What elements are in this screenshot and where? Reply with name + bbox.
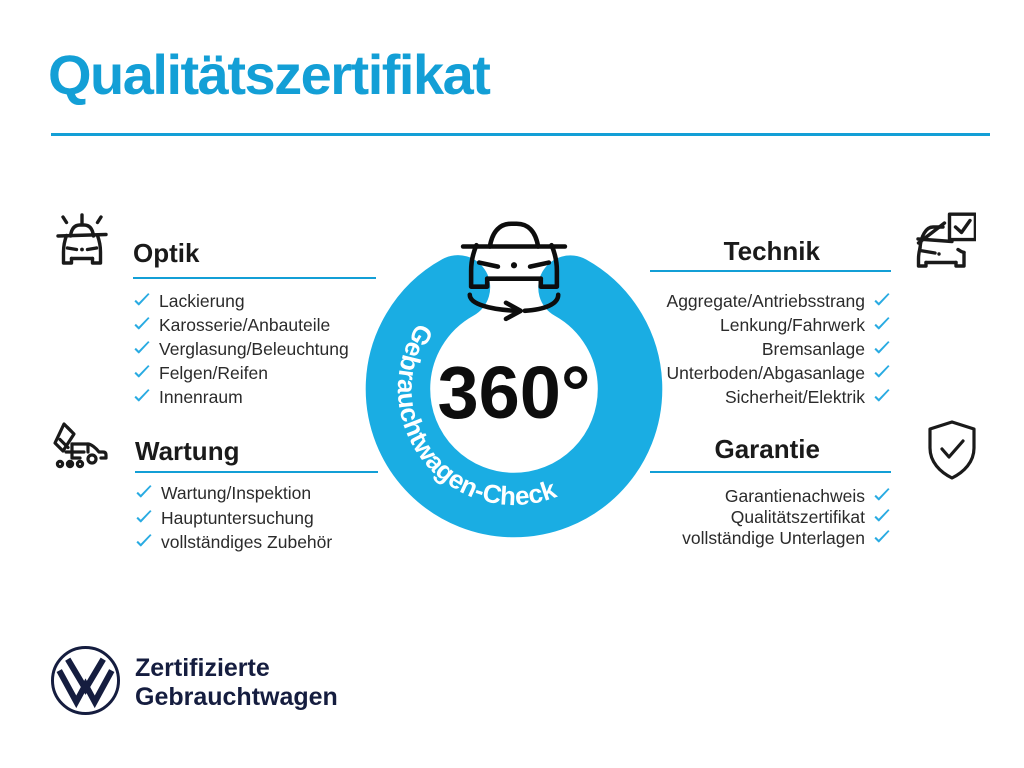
svg-text:360°: 360° [438, 351, 591, 434]
